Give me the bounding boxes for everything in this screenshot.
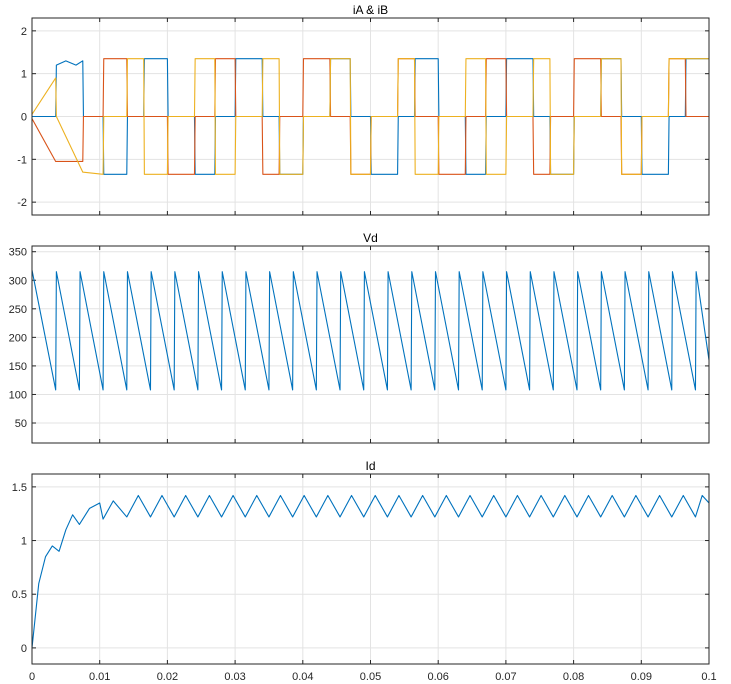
x-tick-label: 0.1 (701, 671, 716, 683)
y-tick-label: 300 (9, 275, 27, 287)
x-tick-label: 0 (29, 671, 35, 683)
axes-frame (31, 245, 710, 444)
y-tick-label: 200 (9, 332, 27, 344)
y-tick-label: 0.5 (12, 589, 27, 601)
axes-frame (31, 17, 710, 216)
y-tick-label: 1.5 (12, 482, 27, 494)
x-tick-label: 0.07 (495, 671, 516, 683)
panel-1: -2 -1 0 1 2 iA & iB (17, 3, 710, 216)
panel-2: 50 100 150 200 250 300 350 Vd (9, 231, 710, 444)
x-tick-label: 0.06 (427, 671, 448, 683)
panel-title: Id (365, 459, 375, 473)
panel-title: iA & iB (353, 3, 388, 17)
y-tick-label: 1 (21, 69, 27, 81)
y-tick-label: 250 (9, 304, 27, 316)
y-tick-label: 0 (21, 112, 27, 124)
y-tick-label: -2 (17, 197, 27, 209)
panel-3: 0 0.5 1 1.5 0 0.01 0.02 0.03 0.04 0.05 0.06 0.07 0.0… (12, 459, 717, 683)
x-tick-label: 0.01 (89, 671, 110, 683)
axes-frame (31, 473, 710, 665)
y-tick-label: 0 (21, 643, 27, 655)
x-tick-label: 0.08 (563, 671, 584, 683)
panel-title: Vd (363, 231, 378, 245)
y-tick-label: 1 (21, 536, 27, 548)
x-tick-label: 0.02 (157, 671, 178, 683)
x-tick-label: 0.03 (224, 671, 245, 683)
y-tick-label: 100 (9, 389, 27, 401)
series-line-1 (32, 494, 709, 648)
y-tick-label: 350 (9, 247, 27, 259)
y-tick-label: 2 (21, 26, 27, 38)
y-tick-label: 50 (15, 418, 27, 430)
x-tick-label: 0.04 (292, 671, 313, 683)
x-tick-label: 0.09 (631, 671, 652, 683)
series-line-3 (32, 58, 709, 175)
series-line-1 (32, 269, 709, 391)
x-tick-label: 0.05 (360, 671, 381, 683)
y-tick-label: 150 (9, 361, 27, 373)
y-tick-label: -1 (17, 154, 27, 166)
